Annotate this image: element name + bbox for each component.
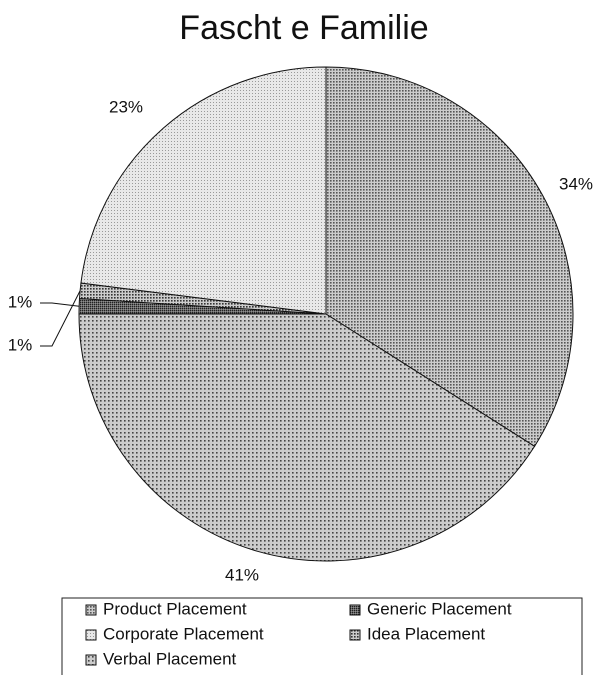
legend-box: [61, 597, 583, 675]
data-label: 23%: [109, 97, 143, 116]
pie-slice: [78, 313, 536, 562]
chart-title: Fascht e Familie: [179, 9, 428, 47]
legend-swatch: [85, 629, 97, 641]
legend-label: Generic Placement: [367, 599, 512, 618]
legend-swatch: [349, 604, 361, 616]
data-label: 1%: [8, 292, 33, 311]
data-label: 41%: [225, 565, 259, 584]
data-label: 1%: [8, 335, 33, 354]
legend-swatch: [85, 654, 97, 666]
pie-slice: [80, 66, 327, 315]
legend-label: Verbal Placement: [103, 649, 237, 668]
legend-label: Corporate Placement: [103, 624, 264, 643]
data-label: 34%: [559, 174, 593, 193]
leader-line: [40, 302, 80, 307]
pie-slice: [325, 66, 574, 448]
leader-line: [40, 290, 81, 347]
legend-label: Idea Placement: [367, 624, 485, 643]
legend-label: Product Placement: [103, 599, 247, 618]
legend-swatch: [349, 629, 361, 641]
legend-swatch: [85, 604, 97, 616]
